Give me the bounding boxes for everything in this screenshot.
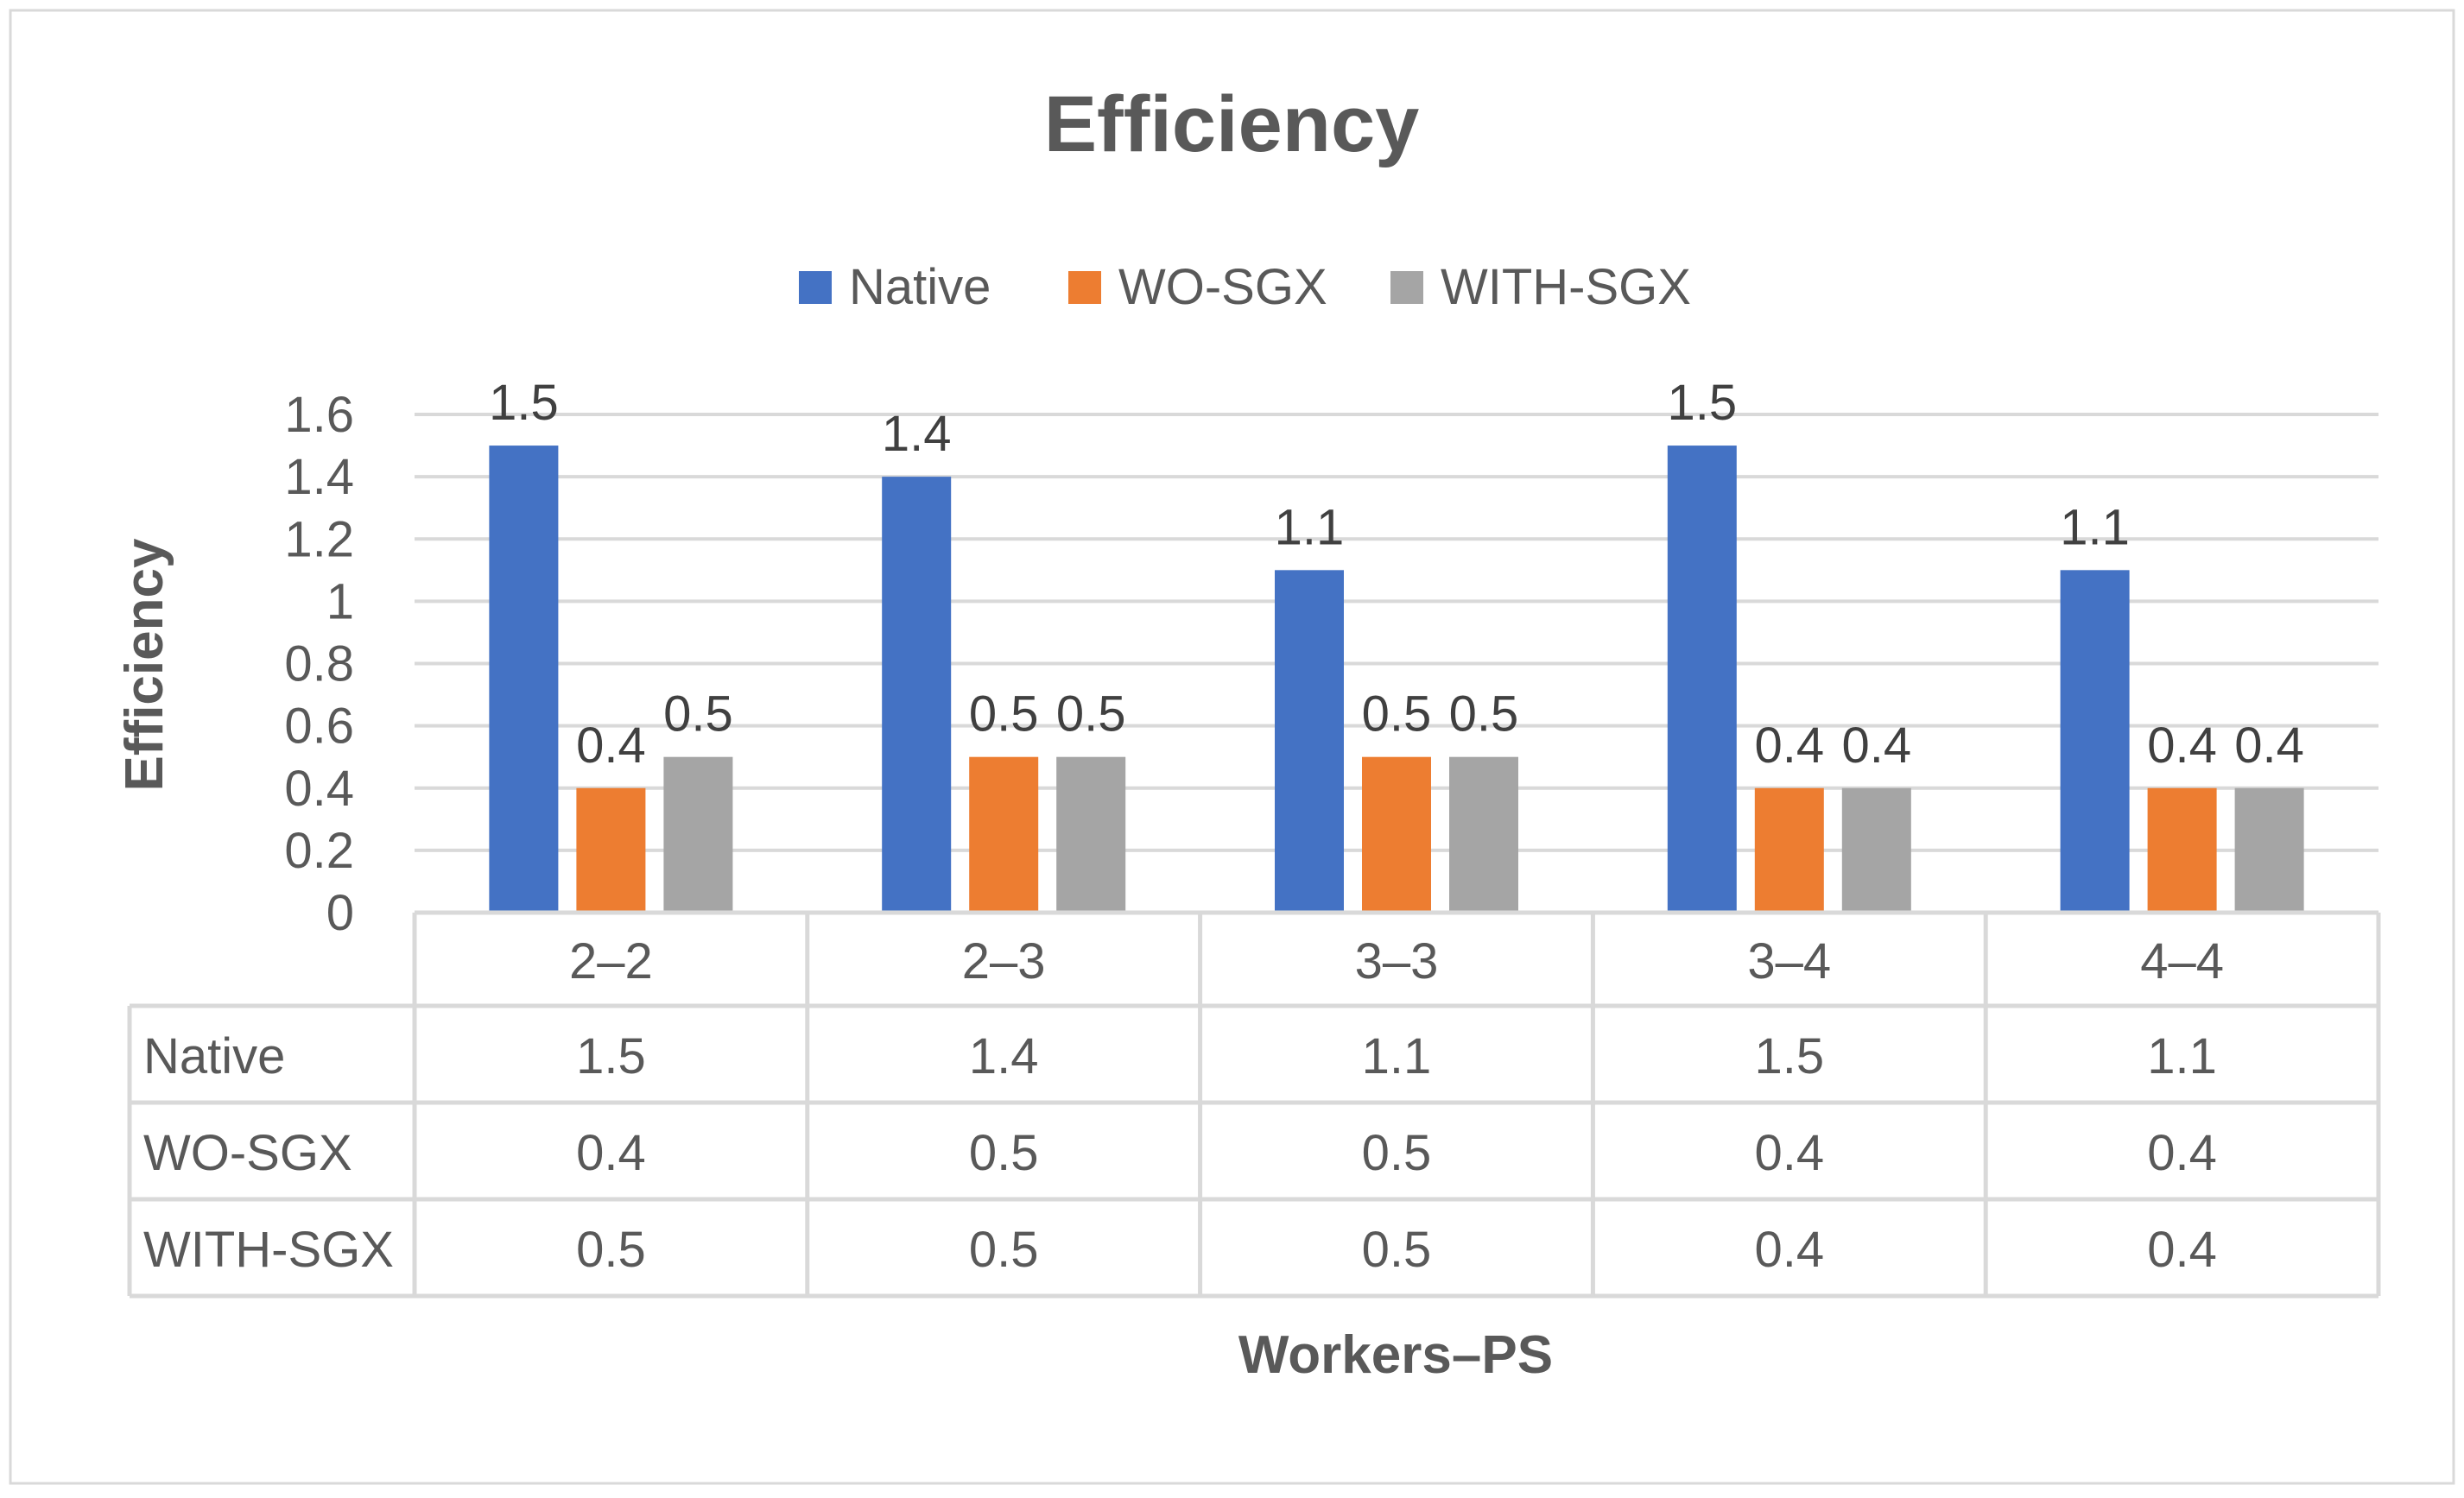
y-axis-label: Efficiency (115, 538, 174, 791)
table-cell: 0.4 (1754, 1222, 1824, 1278)
legend-label-wo-sgx: WO-SGX (1118, 259, 1327, 315)
data-label: 1.5 (1667, 375, 1737, 431)
x-category-label: 2–3 (962, 933, 1046, 989)
y-tick-label: 1 (326, 573, 354, 629)
bar-native-4 (2060, 570, 2130, 913)
data-table: 2–2 2–3 3–3 3–4 4–4 Native 1.5 1.4 1.1 1.5 1.1 WO-S… (127, 910, 2381, 1299)
data-label: 0.4 (1841, 717, 1911, 774)
y-tick-label: 1.6 (284, 387, 354, 443)
table-cell: 0.5 (1362, 1222, 1432, 1278)
table-row-label: WITH-SGX (143, 1222, 394, 1278)
gridlines (415, 413, 2378, 852)
bar-native-0 (489, 446, 559, 913)
legend-swatch-native (799, 271, 832, 304)
data-label: 0.5 (1449, 686, 1519, 743)
table-cell: 0.5 (576, 1222, 646, 1278)
bar-with-sgx-2 (1449, 756, 1518, 913)
table-cell: 0.5 (1362, 1125, 1432, 1181)
bar-native-1 (882, 477, 952, 913)
chart-title: Efficiency (1044, 80, 1420, 168)
bar-with-sgx-4 (2234, 787, 2304, 913)
y-tick-label: 1.4 (284, 449, 354, 505)
data-label: 1.1 (2060, 499, 2130, 555)
table-cell: 1.5 (576, 1028, 646, 1084)
data-label: 0.5 (1362, 686, 1432, 743)
y-tick-label: 0.8 (284, 636, 354, 692)
bar-wo-sgx-0 (576, 787, 646, 913)
bar-wo-sgx-3 (1754, 787, 1824, 913)
table-cell: 1.4 (969, 1028, 1039, 1084)
table-cell: 0.4 (2147, 1222, 2217, 1278)
bar-with-sgx-0 (663, 756, 733, 913)
x-category-label: 4–4 (2140, 933, 2224, 989)
legend-label-native: Native (849, 259, 991, 315)
data-label: 0.4 (2147, 717, 2217, 774)
table-cell: 0.4 (1754, 1125, 1824, 1181)
table-cell: 0.4 (2147, 1125, 2217, 1181)
table-cell: 0.5 (969, 1125, 1039, 1181)
table-cell: 0.5 (969, 1222, 1039, 1278)
data-label: 0.5 (663, 686, 733, 743)
bar-with-sgx-3 (1841, 787, 1911, 913)
y-tick-label: 1.2 (284, 511, 354, 567)
y-tick-label: 0.2 (284, 823, 354, 879)
x-axis-label: Workers–PS (1238, 1325, 1553, 1385)
bar-native-3 (1667, 446, 1737, 913)
table-cell: 1.1 (1362, 1028, 1432, 1084)
y-axis-tick-labels: 0 0.2 0.4 0.6 0.8 1 1.2 1.4 1.6 (284, 387, 354, 941)
x-category-label: 3–4 (1747, 933, 1831, 989)
chart-border (9, 9, 2455, 1485)
table-cell: 1.5 (1754, 1028, 1824, 1084)
data-label: 0.5 (1056, 686, 1126, 743)
data-label: 0.4 (1754, 717, 1824, 774)
bar-with-sgx-1 (1056, 756, 1126, 913)
bar-wo-sgx-2 (1362, 756, 1431, 913)
table-cell: 0.4 (576, 1125, 646, 1181)
bar-native-2 (1275, 570, 1344, 913)
data-labels: 1.5 0.4 0.5 1.4 0.5 0.5 1.1 0.5 0.5 1.5 0.4 0.4 1.1 0… (489, 375, 2304, 774)
x-category-label: 3–3 (1355, 933, 1439, 989)
data-label: 0.4 (2234, 717, 2304, 774)
x-category-label: 2–2 (569, 933, 653, 989)
y-tick-label: 0.4 (284, 761, 354, 817)
data-label: 0.5 (969, 686, 1039, 743)
bar-wo-sgx-1 (969, 756, 1039, 913)
table-row-label: Native (143, 1028, 285, 1084)
table-row-label: WO-SGX (143, 1125, 352, 1181)
legend: Native WO-SGX WITH-SGX (799, 259, 1691, 315)
data-label: 1.4 (882, 406, 952, 462)
data-label: 1.1 (1275, 499, 1345, 555)
data-label: 0.4 (576, 717, 646, 774)
data-label: 1.5 (489, 375, 559, 431)
y-tick-label: 0 (326, 885, 354, 941)
legend-label-with-sgx: WITH-SGX (1441, 259, 1691, 315)
legend-swatch-wo-sgx (1068, 271, 1101, 304)
bars (489, 446, 2304, 913)
bar-wo-sgx-4 (2147, 787, 2217, 913)
table-cell: 1.1 (2147, 1028, 2217, 1084)
y-tick-label: 0.6 (284, 698, 354, 755)
legend-swatch-with-sgx (1390, 271, 1423, 304)
